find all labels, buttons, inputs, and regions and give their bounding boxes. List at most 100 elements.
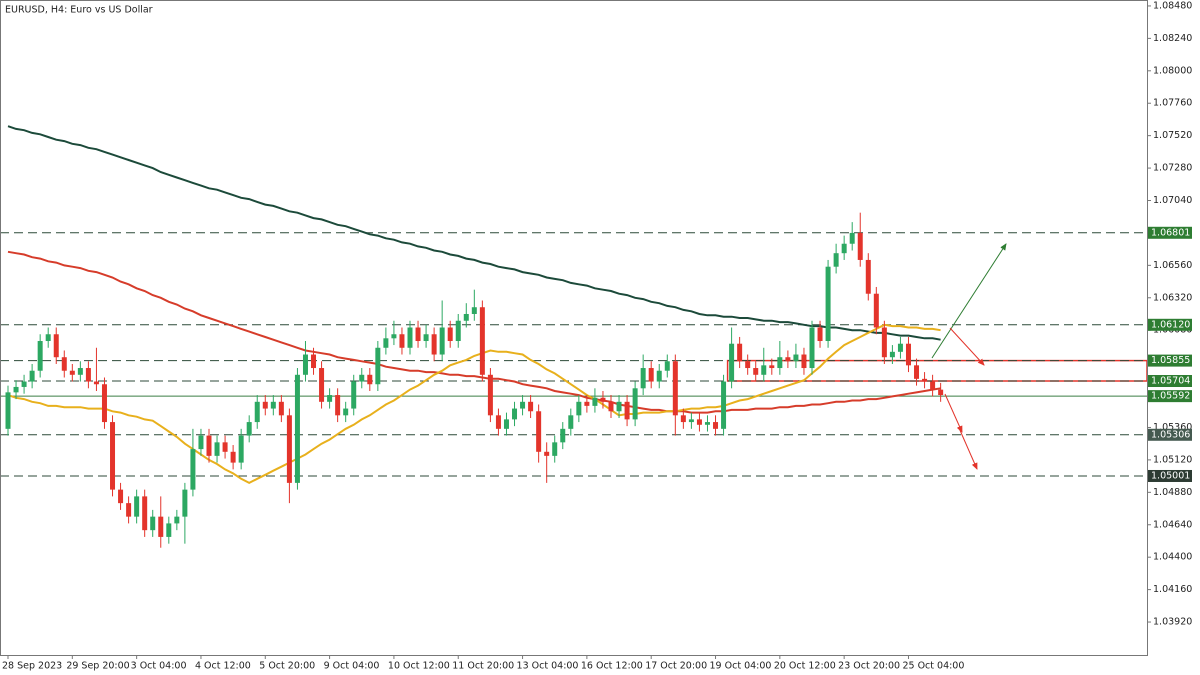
arrows (931, 243, 1007, 470)
y-tick-label: 1.04400 (1153, 552, 1192, 563)
candle-body (150, 516, 156, 531)
candle-body (447, 327, 453, 342)
plot-frame (0, 0, 1148, 656)
candle-body (512, 408, 518, 420)
candle-body (45, 334, 51, 342)
y-tick-label: 1.08000 (1153, 65, 1192, 76)
y-tick-label: 1.04160 (1153, 584, 1192, 595)
candle-body (278, 401, 284, 416)
candle-body (471, 307, 477, 314)
candle-body (729, 343, 735, 382)
x-tick-label: 17 Oct 20:00 (645, 661, 707, 672)
candle-body (777, 357, 783, 369)
y-tick-label: 1.03920 (1153, 617, 1192, 628)
candle-body (536, 411, 542, 452)
candle-body (270, 401, 276, 409)
candle-body (327, 395, 333, 402)
candle-body (126, 503, 132, 517)
candle-body (737, 343, 743, 362)
y-tick-label: 1.08480 (1153, 0, 1192, 11)
candle-body (544, 451, 550, 456)
candle-body (817, 327, 823, 342)
candle-body (463, 313, 469, 321)
arrow-down (958, 427, 978, 470)
candle-body (656, 370, 662, 382)
candle-body (897, 343, 903, 352)
candle-body (190, 449, 196, 490)
level-label: 1.05704 (1151, 376, 1190, 387)
candle-body (262, 401, 268, 409)
ma-line (7, 323, 941, 485)
candle-body (439, 327, 445, 355)
candle-body (503, 419, 509, 429)
candle-body (286, 415, 292, 483)
candle-body (632, 388, 638, 420)
level-label: 1.05855 (1151, 355, 1190, 366)
candle-body (584, 401, 590, 406)
candle-body (61, 357, 67, 371)
candle-body (664, 361, 670, 371)
candle-body (407, 327, 413, 348)
candle-body (938, 389, 944, 396)
y-tick-label: 1.04640 (1153, 519, 1192, 530)
y-tick-label: 1.05120 (1153, 454, 1192, 465)
candle-body (495, 415, 501, 429)
level-tag (1148, 354, 1192, 367)
candle-body (745, 361, 751, 369)
candle-body (319, 368, 325, 402)
candle-body (5, 392, 11, 429)
y-tick-label: 1.07520 (1153, 130, 1192, 141)
x-tick-label: 19 Oct 04:00 (710, 661, 772, 672)
candle-body (873, 293, 879, 328)
candle-body (769, 365, 775, 369)
x-tick-label: 13 Oct 04:00 (517, 661, 579, 672)
x-tick-label: 25 Oct 04:00 (902, 661, 964, 672)
candle-body (568, 415, 574, 429)
candle-body (721, 381, 727, 429)
candle-body (142, 496, 148, 531)
candle-body (391, 334, 397, 339)
candle-body (841, 243, 847, 254)
candle-body (809, 327, 815, 369)
candle-body (222, 442, 228, 452)
x-tick-label: 10 Oct 12:00 (388, 661, 450, 672)
candle-body (383, 338, 389, 348)
level-label: 1.05306 (1151, 429, 1190, 440)
candle-body (785, 357, 791, 362)
levels-layer (0, 232, 1148, 477)
candle-body (294, 374, 300, 483)
candles-layer (5, 212, 944, 548)
candle-body (849, 232, 855, 244)
y-tick-label: 1.06560 (1153, 260, 1192, 271)
candle-body (351, 381, 357, 409)
candle-body (37, 341, 43, 371)
x-tick-label: 29 Sep 20:00 (66, 661, 129, 672)
candle-body (528, 401, 534, 412)
y-tick-label: 1.06320 (1153, 292, 1192, 303)
level-tag (1148, 226, 1192, 239)
candle-body (158, 516, 164, 537)
candle-body (833, 253, 839, 267)
x-tick-label: 28 Sep 2023 (2, 661, 62, 672)
candle-body (182, 489, 188, 517)
candle-body (198, 435, 204, 450)
candle-body (343, 408, 349, 416)
y-tick-label: 1.08240 (1153, 33, 1192, 44)
candle-body (560, 428, 566, 443)
candle-body (206, 435, 212, 456)
x-tick-label: 20 Oct 12:00 (774, 661, 836, 672)
candle-body (431, 334, 437, 355)
candle-body (600, 397, 606, 402)
x-tick-label: 23 Oct 20:00 (838, 661, 900, 672)
candle-body (640, 368, 646, 389)
level-tag (1148, 375, 1192, 388)
candle-body (77, 368, 83, 375)
candle-body (311, 354, 317, 369)
candle-body (753, 368, 759, 375)
candle-body (801, 354, 807, 369)
x-tick-label: 4 Oct 12:00 (195, 661, 251, 672)
candle-body (520, 401, 526, 409)
